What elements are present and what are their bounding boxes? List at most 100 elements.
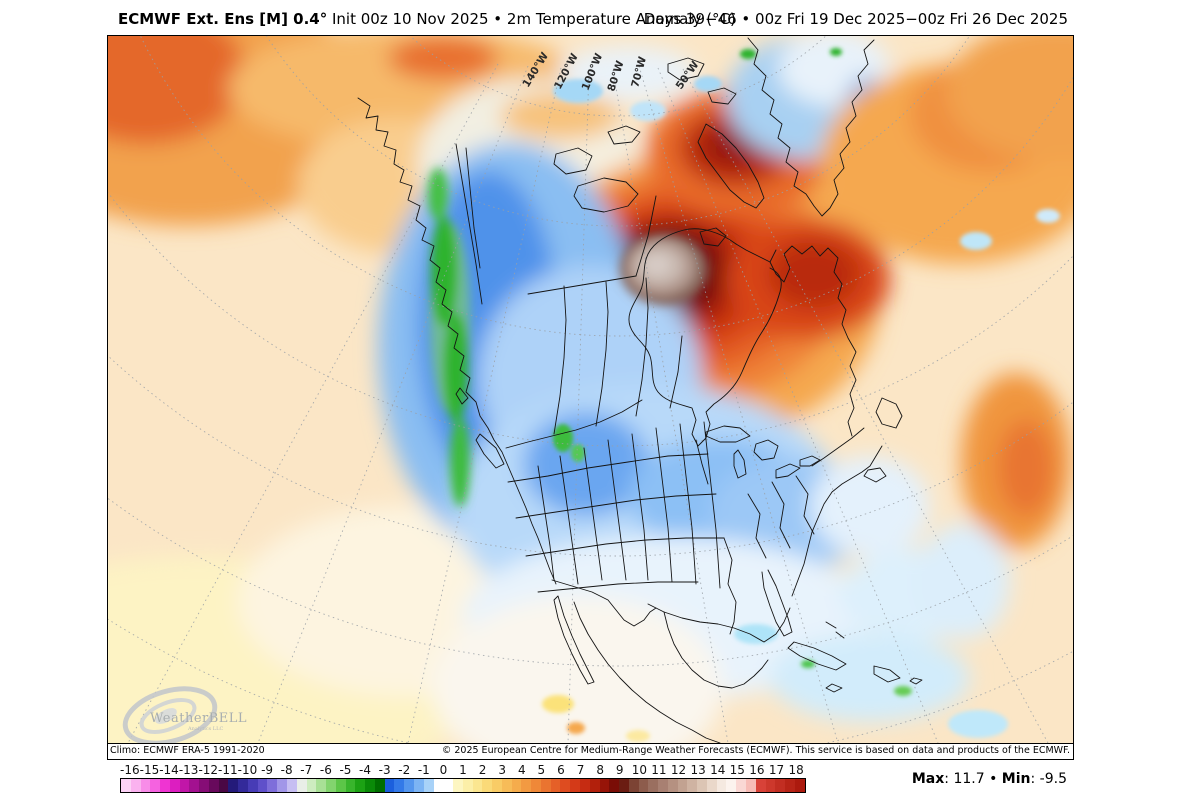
colorbar-cell xyxy=(775,779,786,792)
min-colon: : xyxy=(1030,771,1040,787)
title-left: ECMWF Ext. Ens [M] 0.4° Init 00z 10 Nov … xyxy=(118,9,736,29)
colorbar-tick: -3 xyxy=(378,763,391,777)
colorbar-cell xyxy=(658,779,668,792)
colorbar-cell xyxy=(160,779,170,792)
colorbar-cell xyxy=(374,779,385,792)
colorbar-cell xyxy=(335,779,346,792)
colorbar-cell xyxy=(296,779,307,792)
colorbar: -16 -15 -14 -13 -12 -11 -10 -9 -8 -7 -6 -5 -4 -3 -2 -1 0… xyxy=(120,762,806,793)
colorbar-tick: -15 xyxy=(139,763,160,777)
colorbar-cell xyxy=(345,779,356,792)
colorbar-tick: -7 xyxy=(300,763,313,777)
colorbar-cell xyxy=(785,779,795,792)
map-footer-strip: Climo: ECMWF ERA-5 1991-2020 © 2025 Euro… xyxy=(108,743,1073,759)
colorbar-cell xyxy=(492,779,502,792)
colorbar-cell xyxy=(121,779,131,792)
colorbar-cell xyxy=(218,779,229,792)
anomaly-field xyxy=(108,36,1073,743)
colorbar-tick: 17 xyxy=(768,763,785,777)
colorbar-cell xyxy=(482,779,493,792)
colorbar-tick: -9 xyxy=(261,763,274,777)
colorbar-tick: -1 xyxy=(417,763,430,777)
colorbar-tick: 10 xyxy=(631,763,647,777)
colorbar-cell xyxy=(706,779,717,792)
maxmin-sep: • xyxy=(984,771,1002,787)
colorbar-cell xyxy=(238,779,248,792)
colorbar-cell xyxy=(228,779,239,792)
colorbar-cell xyxy=(423,779,434,792)
colorbar-cell xyxy=(531,779,541,792)
colorbar-cell xyxy=(687,779,698,792)
colorbar-cell xyxy=(267,779,278,792)
colorbar-cell xyxy=(169,779,180,792)
colorbar-cell xyxy=(355,779,366,792)
climo-note: Climo: ECMWF ERA-5 1991-2020 xyxy=(110,745,265,756)
colorbar-cell xyxy=(755,779,766,792)
max-label: Max xyxy=(911,771,945,787)
colorbar-cell xyxy=(384,779,395,792)
colorbar-cell xyxy=(257,779,268,792)
colorbar-tick: 15 xyxy=(729,763,745,777)
colorbar-cell xyxy=(140,779,151,792)
min-value: -9.5 xyxy=(1039,771,1067,787)
colorbar-tick: 16 xyxy=(749,763,765,777)
colorbar-tick: 18 xyxy=(788,763,804,777)
colorbar-cell xyxy=(208,779,219,792)
colorbar-cell xyxy=(277,779,288,792)
colorbar-cell xyxy=(570,779,580,792)
max-value: 11.7 xyxy=(953,771,985,787)
colorbar-tick: 5 xyxy=(537,763,546,777)
max-colon: : xyxy=(944,771,954,787)
colorbar-tick: -10 xyxy=(237,763,258,777)
colorbar-cell xyxy=(511,779,522,792)
logo-swirl-icon xyxy=(122,686,218,743)
colorbar-tick: 14 xyxy=(710,763,726,777)
colorbar-tick: -16 xyxy=(120,763,140,777)
colorbar-ticks: -16 -15 -14 -13 -12 -11 -10 -9 -8 -7 -6 -5 -4 -3 -2 -1 0… xyxy=(120,762,806,778)
colorbar-cell xyxy=(550,779,561,792)
colorbar-tick: 6 xyxy=(557,763,565,777)
colorbar-tick: -4 xyxy=(359,763,372,777)
colorbar-tick: 11 xyxy=(651,763,667,777)
colorbar-tick: -11 xyxy=(218,763,238,777)
colorbar-tick: -8 xyxy=(280,763,293,777)
logo-sub: Analytics LLC xyxy=(187,726,223,732)
colorbar-tick: -5 xyxy=(339,763,352,777)
colorbar-cell xyxy=(130,779,141,792)
colorbar-tick: 13 xyxy=(690,763,706,777)
colorbar-cell xyxy=(443,779,454,792)
colorbar-cell xyxy=(609,779,620,792)
colorbar-tick: 12 xyxy=(670,763,687,777)
colorbar-tick: 3 xyxy=(498,763,506,777)
colorbar-tick: -14 xyxy=(159,763,179,777)
colorbar-tick: -13 xyxy=(178,763,199,777)
colorbar-cell xyxy=(667,779,678,792)
weatherbell-logo: WeatherBELL Analytics LLC xyxy=(122,686,247,743)
colorbar-cell xyxy=(697,779,707,792)
colorbar-cell xyxy=(579,779,590,792)
colorbar-cell xyxy=(716,779,727,792)
colorbar-cell xyxy=(746,779,756,792)
colorbar-cell xyxy=(726,779,737,792)
colorbar-cell xyxy=(501,779,512,792)
colorbar-tick: -12 xyxy=(198,763,219,777)
colorbar-tick: 2 xyxy=(478,763,487,777)
colorbar-cell xyxy=(287,779,297,792)
colorbar-cell xyxy=(179,779,190,792)
colorbar-cell xyxy=(462,779,473,792)
colorbar-cell xyxy=(316,779,327,792)
field-extremes: Max: 11.7 • Min: -9.5 xyxy=(912,771,1067,787)
colorbar-cell xyxy=(365,779,375,792)
title-right: Days 39−46 • 00z Fri 19 Dec 2025−00z Fri… xyxy=(643,10,1068,28)
colorbar-cell xyxy=(638,779,649,792)
colorbar-cell xyxy=(521,779,532,792)
colorbar-cell xyxy=(189,779,200,792)
colorbar-tick: -6 xyxy=(319,763,332,777)
colorbar-cell xyxy=(619,779,629,792)
colorbar-cell xyxy=(540,779,551,792)
colorbar-tick: 9 xyxy=(615,763,624,777)
coastlines-borders xyxy=(357,37,923,743)
colorbar-tick: 0 xyxy=(439,763,448,777)
forecast-map: 140°W 120°W 100°W 80°W 70°W 50°W WeatherBELL … xyxy=(107,35,1074,760)
